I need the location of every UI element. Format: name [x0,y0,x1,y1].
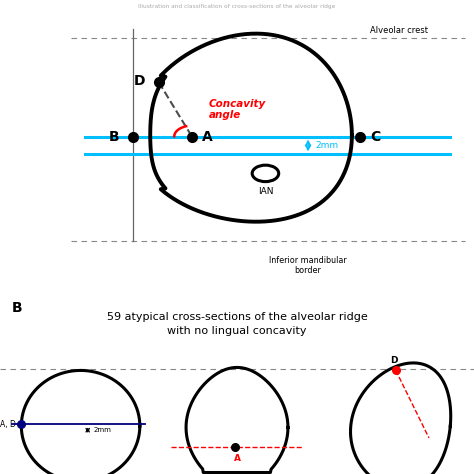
Text: D: D [134,74,146,88]
Text: 59 atypical cross-sections of the alveolar ridge
with no lingual concavity: 59 atypical cross-sections of the alveol… [107,312,367,336]
Text: Concavity
angle: Concavity angle [209,99,266,120]
Text: A: A [201,130,212,144]
Text: Inferior mandibular
border: Inferior mandibular border [269,255,347,275]
Text: C: C [371,130,381,144]
Text: A: A [234,454,240,463]
Text: B: B [109,130,119,144]
Text: 2mm: 2mm [93,427,111,433]
Text: 2mm: 2mm [315,141,338,150]
Text: A, D: A, D [0,420,16,429]
Text: B: B [12,301,22,315]
Text: D: D [390,356,397,365]
Text: Alveolar crest: Alveolar crest [370,27,428,36]
Text: Illustration and classification of cross-sections of the alveolar ridge: Illustration and classification of cross… [138,4,336,9]
Text: IAN: IAN [258,188,273,197]
